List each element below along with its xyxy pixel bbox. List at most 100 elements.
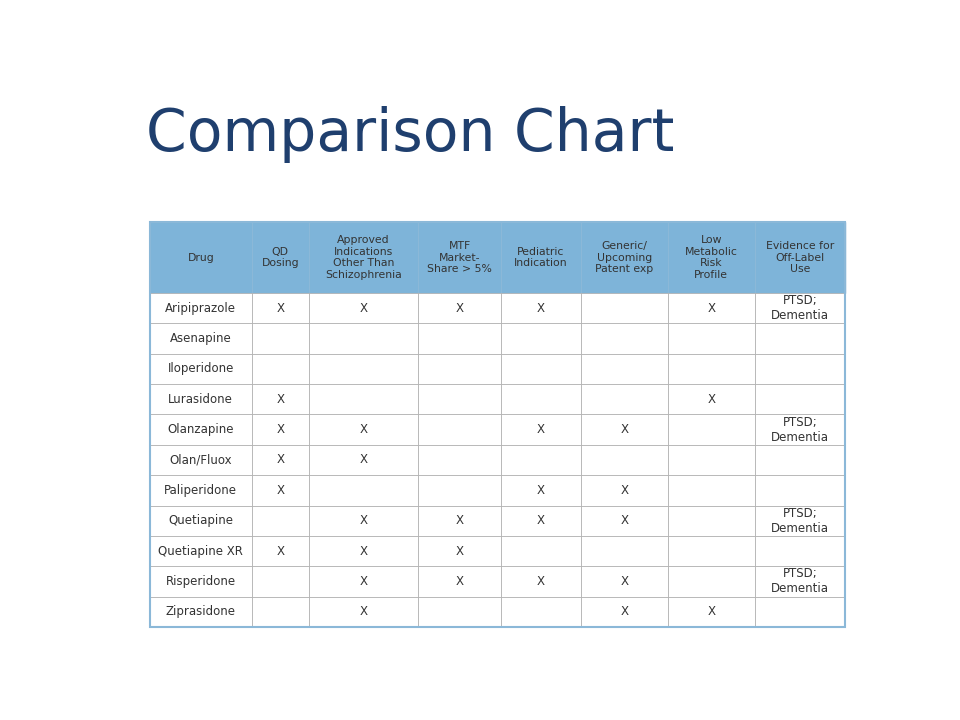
Bar xyxy=(755,566,846,597)
Bar xyxy=(668,597,755,627)
Bar xyxy=(755,222,846,293)
Bar xyxy=(755,384,846,415)
Text: MTF
Market-
Share > 5%: MTF Market- Share > 5% xyxy=(427,241,492,274)
Text: X: X xyxy=(276,544,284,557)
Text: X: X xyxy=(537,575,545,588)
Text: X: X xyxy=(276,393,284,406)
Bar xyxy=(581,354,668,384)
Bar xyxy=(668,566,755,597)
Bar xyxy=(150,566,252,597)
Bar xyxy=(419,354,501,384)
Bar xyxy=(581,505,668,536)
Bar xyxy=(668,323,755,354)
Text: Aripiprazole: Aripiprazole xyxy=(165,302,236,315)
Text: X: X xyxy=(359,544,368,557)
Text: X: X xyxy=(456,514,464,527)
Bar xyxy=(501,566,581,597)
Bar xyxy=(252,566,308,597)
Bar xyxy=(419,384,501,415)
Text: Low
Metabolic
Risk
Profile: Low Metabolic Risk Profile xyxy=(684,235,737,280)
Text: X: X xyxy=(708,302,715,315)
Bar xyxy=(419,475,501,505)
Text: X: X xyxy=(620,575,628,588)
Text: Olan/Fluox: Olan/Fluox xyxy=(170,454,232,467)
Text: X: X xyxy=(359,575,368,588)
Text: Evidence for
Off-Label
Use: Evidence for Off-Label Use xyxy=(766,241,834,274)
Bar xyxy=(419,323,501,354)
Text: Lurasidone: Lurasidone xyxy=(168,393,233,406)
Bar xyxy=(755,445,846,475)
Bar xyxy=(501,415,581,445)
Text: X: X xyxy=(276,484,284,497)
Text: Comparison Chart: Comparison Chart xyxy=(146,106,675,163)
Bar xyxy=(252,415,308,445)
Text: Risperidone: Risperidone xyxy=(166,575,236,588)
Bar xyxy=(308,384,419,415)
Text: X: X xyxy=(276,454,284,467)
Bar xyxy=(501,293,581,323)
Bar xyxy=(308,445,419,475)
Bar xyxy=(252,536,308,566)
Bar xyxy=(150,222,846,627)
Bar xyxy=(755,505,846,536)
Text: Ziprasidone: Ziprasidone xyxy=(166,606,236,618)
Bar xyxy=(419,293,501,323)
Text: Approved
Indications
Other Than
Schizophrenia: Approved Indications Other Than Schizoph… xyxy=(325,235,401,280)
Bar xyxy=(501,536,581,566)
Bar xyxy=(419,566,501,597)
Bar xyxy=(252,445,308,475)
Bar xyxy=(419,597,501,627)
Bar xyxy=(308,536,419,566)
Bar xyxy=(308,597,419,627)
Bar xyxy=(501,384,581,415)
Bar xyxy=(150,445,252,475)
Text: X: X xyxy=(620,514,628,527)
Text: X: X xyxy=(359,606,368,618)
Bar xyxy=(150,505,252,536)
Bar xyxy=(501,222,581,293)
Text: PTSD;
Dementia: PTSD; Dementia xyxy=(771,507,829,535)
Text: X: X xyxy=(537,514,545,527)
Bar xyxy=(150,222,846,293)
Text: X: X xyxy=(359,423,368,436)
Bar xyxy=(150,354,252,384)
Text: X: X xyxy=(359,454,368,467)
Bar xyxy=(252,597,308,627)
Bar xyxy=(252,354,308,384)
Bar xyxy=(668,415,755,445)
Bar xyxy=(668,222,755,293)
Text: X: X xyxy=(359,514,368,527)
Text: X: X xyxy=(620,484,628,497)
Text: Drug: Drug xyxy=(187,253,214,263)
Bar xyxy=(755,415,846,445)
Bar xyxy=(308,475,419,505)
Bar xyxy=(501,475,581,505)
Text: X: X xyxy=(537,423,545,436)
Bar xyxy=(150,536,252,566)
Bar xyxy=(501,445,581,475)
Bar xyxy=(581,475,668,505)
Text: X: X xyxy=(456,575,464,588)
Bar xyxy=(755,354,846,384)
Bar xyxy=(668,293,755,323)
Bar xyxy=(252,323,308,354)
Text: X: X xyxy=(537,302,545,315)
Text: X: X xyxy=(620,423,628,436)
Text: PTSD;
Dementia: PTSD; Dementia xyxy=(771,415,829,444)
Bar xyxy=(668,505,755,536)
Bar xyxy=(501,597,581,627)
Bar xyxy=(581,293,668,323)
Bar xyxy=(755,597,846,627)
Bar xyxy=(581,222,668,293)
Bar xyxy=(252,293,308,323)
Bar xyxy=(668,354,755,384)
Text: X: X xyxy=(276,423,284,436)
Text: PTSD;
Dementia: PTSD; Dementia xyxy=(771,294,829,323)
Bar xyxy=(150,384,252,415)
Text: Paliperidone: Paliperidone xyxy=(164,484,237,497)
Text: X: X xyxy=(456,302,464,315)
Text: PTSD;
Dementia: PTSD; Dementia xyxy=(771,567,829,595)
Bar xyxy=(419,505,501,536)
Text: X: X xyxy=(456,544,464,557)
Bar xyxy=(252,475,308,505)
